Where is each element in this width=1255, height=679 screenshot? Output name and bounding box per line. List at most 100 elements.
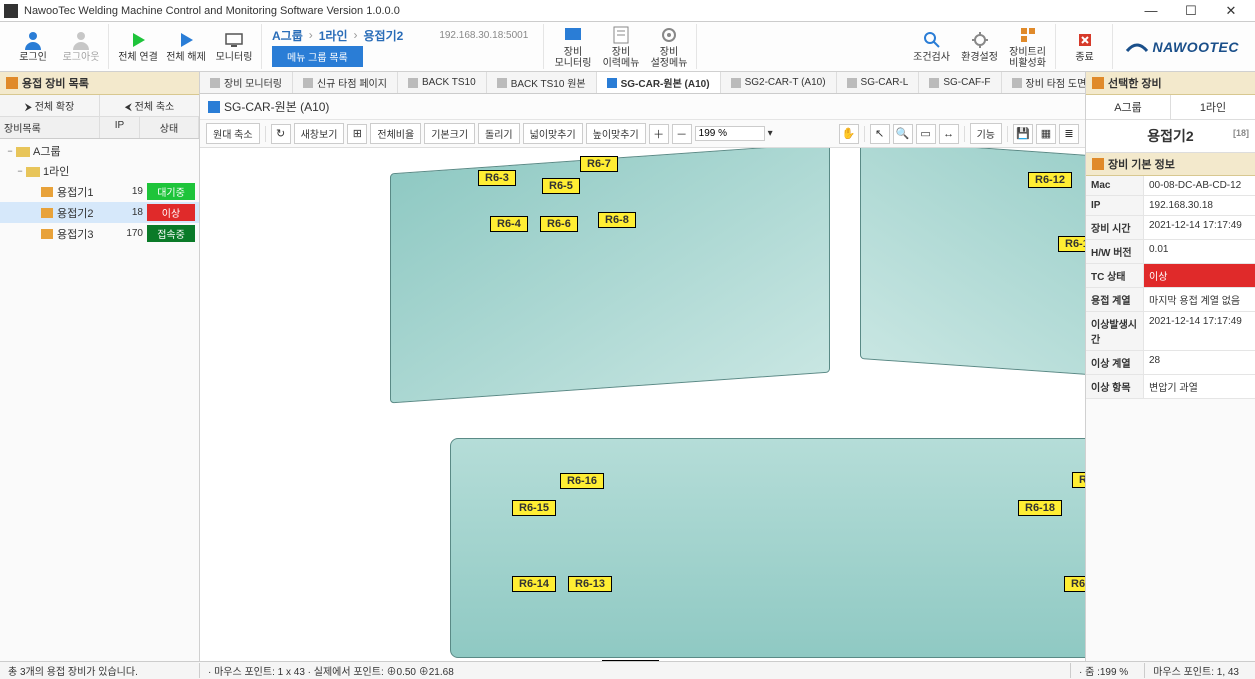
zoom-in-icon[interactable]: ＋ [649, 124, 669, 144]
measure-icon[interactable]: ↔ [939, 124, 959, 144]
rotate-button[interactable]: 돌리기 [478, 123, 520, 144]
breadcrumb-group[interactable]: A그룹 [272, 27, 303, 44]
tree-reset-button[interactable]: 장비트리비활성화 [1005, 25, 1051, 69]
tab[interactable]: 장비 타점 도면 관리 [1002, 72, 1085, 93]
cad-part-top-left [390, 148, 830, 403]
monitoring-button[interactable]: 모니터링 [211, 25, 257, 69]
weld-point-label[interactable]: R6-12 [1028, 172, 1072, 188]
collapse-all-button[interactable]: ⮜ 전체 축소 [100, 95, 199, 116]
zoom-out-icon[interactable]: － [672, 124, 692, 144]
status-left: 총 3개의 용접 장비가 있습니다. [8, 663, 200, 678]
pointer-icon[interactable]: ↖ [870, 124, 890, 144]
device-status: 대기중 [147, 183, 195, 200]
info-value: 이상 [1144, 264, 1255, 287]
tree-line[interactable]: − 1라인 [0, 161, 199, 181]
tree-group[interactable]: − A그룹 [0, 141, 199, 161]
save-icon[interactable]: 💾 [1013, 124, 1033, 144]
ratio-button[interactable]: 전체비율 [370, 123, 421, 144]
weld-point-label[interactable]: R6-7 [580, 156, 618, 172]
info-row: IP 192.168.30.18 [1086, 196, 1255, 216]
device-icon [40, 228, 54, 240]
origsize-button[interactable]: 기본크기 [424, 123, 475, 144]
function-button[interactable]: 기능 [970, 123, 1002, 144]
tree-device[interactable]: 용접기2 18 이상 [0, 202, 199, 223]
status-right: 마우스 포인트: 1, 43 [1144, 663, 1247, 678]
minimize-button[interactable]: — [1131, 1, 1171, 21]
weld-point-label[interactable]: R6-14 [512, 576, 556, 592]
tab[interactable]: SG-CAR-L [837, 72, 920, 93]
weld-point-label[interactable]: R6-5 [542, 178, 580, 194]
pan-icon[interactable]: ✋ [839, 124, 859, 144]
tree-device[interactable]: 용접기3 170 접속중 [0, 223, 199, 244]
expand-all-button[interactable]: ⮞ 전체 확장 [0, 95, 100, 116]
weld-point-label[interactable]: R6-6 [540, 216, 578, 232]
equip-setting-button[interactable]: 장비설정메뉴 [646, 25, 692, 69]
info-row: 이상 계열 28 [1086, 351, 1255, 375]
equip-history-button[interactable]: 장비이력메뉴 [598, 25, 644, 69]
tab[interactable]: 장비 모니터링 [200, 72, 293, 93]
fit-height-button[interactable]: 높이맞추기 [586, 123, 646, 144]
weld-point-label[interactable]: R6-15 [512, 500, 556, 516]
ratio-icon[interactable]: ⊞ [347, 124, 367, 144]
device-ip: 170 [113, 228, 143, 239]
login-button[interactable]: 로그인 [10, 25, 56, 69]
window-title: NawooTec Welding Machine Control and Mon… [24, 5, 1131, 17]
tab[interactable]: SG-CAR-원본 (A10) [597, 72, 721, 94]
fit-button[interactable]: 원대 축소 [206, 123, 260, 144]
weld-point-label[interactable]: R6-8 [598, 212, 636, 228]
tab[interactable]: BACK TS10 [398, 72, 487, 93]
titlebar: NawooTec Welding Machine Control and Mon… [0, 0, 1255, 22]
device-name: 용접기3 [57, 226, 113, 242]
info-value: 192.168.30.18 [1144, 196, 1255, 215]
refresh-icon[interactable]: ↻ [271, 124, 291, 144]
weld-point-label[interactable]: R6-16 [560, 473, 604, 489]
cad-viewport[interactable]: R6-7R6-3R6-5R6-4R6-6R6-8R6-12R6-10R6-2R6… [200, 148, 1085, 661]
device-info-title: 장비 기본 정보 [1086, 153, 1255, 176]
tree-device[interactable]: 용접기1 19 대기중 [0, 181, 199, 202]
zoom-tool-icon[interactable]: 🔍 [893, 124, 913, 144]
tab[interactable]: SG2-CAR-T (A10) [721, 72, 837, 93]
device-icon [40, 207, 54, 219]
collapse-icon[interactable]: − [14, 166, 26, 176]
close-button[interactable]: ✕ [1211, 1, 1251, 21]
weld-point-label[interactable]: R6-13 [568, 576, 612, 592]
breadcrumb-device[interactable]: 용접기2 [364, 27, 404, 44]
condition-check-button[interactable]: 조건검사 [909, 25, 955, 69]
connect-all-button[interactable]: 전체 연결 [115, 25, 161, 69]
device-info-table: Mac 00-08-DC-AB-CD-12IP 192.168.30.18장비 … [1086, 176, 1255, 399]
weld-point-label[interactable]: R6-3 [478, 170, 516, 186]
exit-button[interactable]: 종료 [1062, 25, 1108, 69]
breadcrumb-line[interactable]: 1라인 [319, 27, 348, 44]
info-row: 이상 항목 변압기 과열 [1086, 375, 1255, 399]
device-icon [40, 186, 54, 198]
device-status: 접속중 [147, 225, 195, 242]
tab[interactable]: 신규 타점 페이지 [293, 72, 398, 93]
refresh-button[interactable]: 새창보기 [294, 123, 345, 144]
grid-icon[interactable]: ▦ [1036, 124, 1056, 144]
tab[interactable]: BACK TS10 원본 [487, 72, 597, 93]
zoom-input[interactable] [695, 126, 765, 141]
layers-icon[interactable]: ≣ [1059, 124, 1079, 144]
weld-point-label[interactable]: R6-17 [1064, 576, 1085, 592]
env-setting-button[interactable]: 환경설정 [957, 25, 1003, 69]
weld-point-label[interactable]: R6-4 [490, 216, 528, 232]
equip-monitor-button[interactable]: 장비모니터링 [550, 25, 596, 69]
weld-point-label[interactable]: R6-11 [1058, 236, 1085, 252]
info-row: 이상발생시간 2021-12-14 17:17:49 [1086, 312, 1255, 351]
logout-button[interactable]: 로그아웃 [58, 25, 104, 69]
selected-group: A그룹 [1086, 95, 1171, 119]
weld-point-label[interactable]: R6-18 [1018, 500, 1062, 516]
collapse-icon[interactable]: − [4, 146, 16, 156]
folder-icon [16, 145, 30, 157]
breadcrumb-ip: 192.168.30.18:5001 [439, 30, 528, 41]
weld-point-label[interactable]: STUD -1 [602, 660, 659, 661]
fit-width-button[interactable]: 넓이맞추기 [523, 123, 583, 144]
select-icon[interactable]: ▭ [916, 124, 936, 144]
bc-tab-menu-group[interactable]: 메뉴 그룹 목록 [272, 46, 363, 67]
maximize-button[interactable]: ☐ [1171, 1, 1211, 21]
disconnect-all-button[interactable]: 전체 해제 [163, 25, 209, 69]
tab[interactable]: SG-CAF-F [919, 72, 1001, 93]
status-mouse: · 마우스 포인트: 1 x 43 · 실제에서 포인트: ⊕0.50 ⊕21.… [208, 663, 454, 678]
weld-point-label[interactable]: R6-19 [1072, 472, 1085, 488]
device-name: 용접기1 [57, 184, 113, 200]
